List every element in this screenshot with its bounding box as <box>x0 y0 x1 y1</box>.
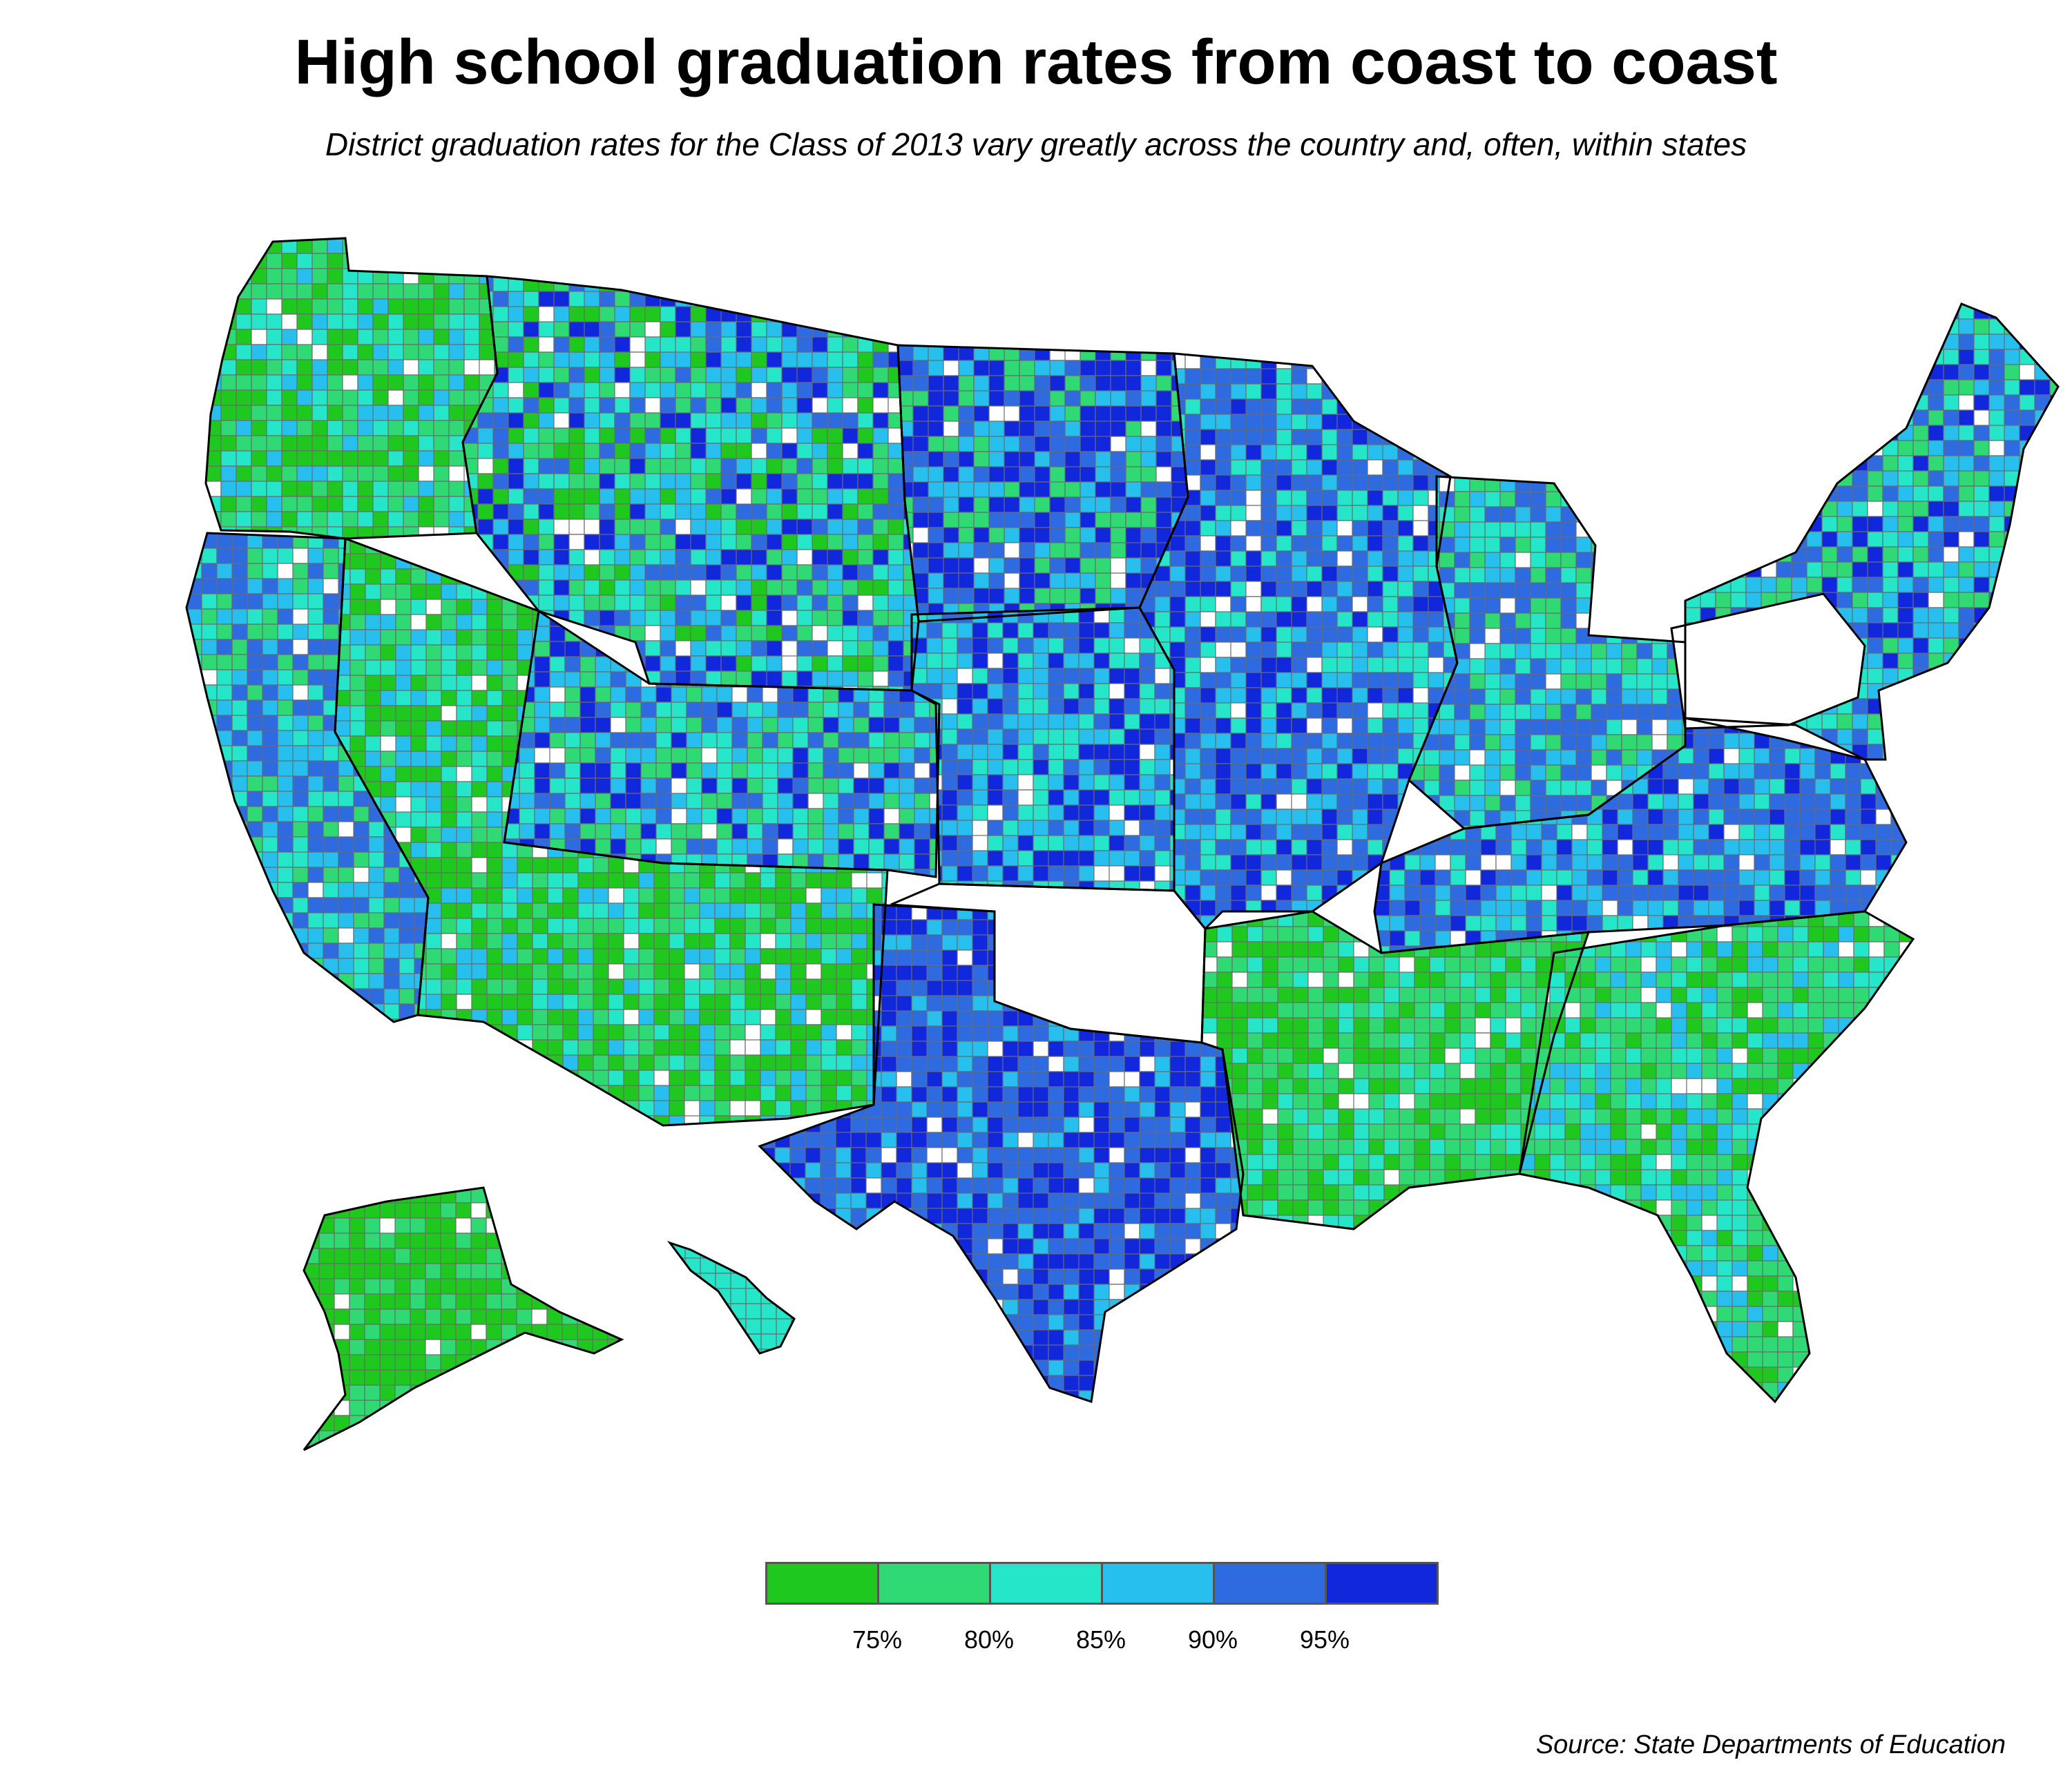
region-nebraska-kansas <box>912 608 1174 891</box>
map-title: High school graduation rates from coast … <box>294 27 1778 97</box>
legend-swatch <box>765 1562 879 1605</box>
legend-tick-label: 80% <box>963 1625 1015 1654</box>
source-note: Source: State Departments of Education <box>1535 1730 2006 1759</box>
region-alaska <box>304 1188 622 1450</box>
legend-swatch <box>1213 1562 1327 1605</box>
district-tiles <box>186 238 2058 1450</box>
legend-swatch <box>1101 1562 1215 1605</box>
map-subtitle: District graduation rates for the Class … <box>325 126 1747 162</box>
legend-swatch <box>877 1562 991 1605</box>
legend-tick-label: 85% <box>1075 1625 1126 1654</box>
legend-tick-label: 90% <box>1187 1625 1238 1654</box>
legend-swatch <box>989 1562 1103 1605</box>
legend-tick-label: 75% <box>852 1625 903 1654</box>
region-hawaii <box>670 1243 794 1353</box>
region-dakotas <box>898 345 1188 621</box>
state-outlines <box>185 237 2060 1451</box>
legend-tick-label: 95% <box>1299 1625 1350 1654</box>
color-legend: 75% 80% 85% 90% 95% <box>765 1562 1439 1659</box>
legend-swatch <box>1325 1562 1439 1605</box>
